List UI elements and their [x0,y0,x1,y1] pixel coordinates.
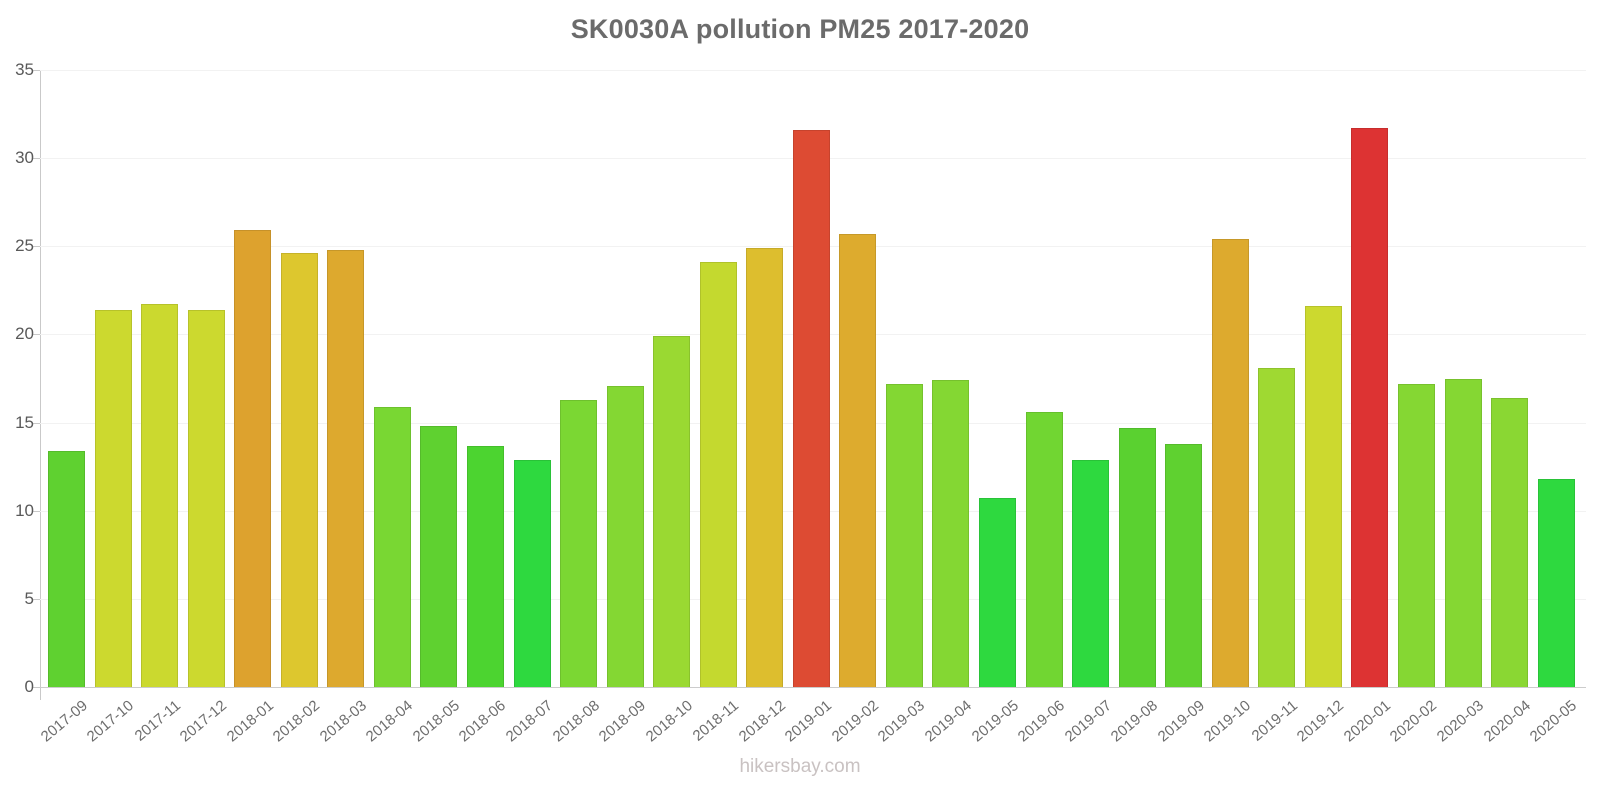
bar-2018-06[interactable] [466,445,504,687]
x-axis-label-2018-07: 2018-07 [502,697,556,746]
gridline-35 [40,70,1586,71]
bar-2018-07[interactable] [513,459,551,687]
x-axis-label-2020-04: 2020-04 [1480,697,1534,746]
x-axis-label-2019-10: 2019-10 [1201,697,1255,746]
x-axis-label-2019-09: 2019-09 [1154,697,1208,746]
bar-2018-04[interactable] [373,406,411,687]
y-axis-label-25: 25 [15,236,34,256]
bar-2020-01[interactable] [1351,128,1389,687]
y-tick-mark-5 [33,598,40,600]
bar-2020-03[interactable] [1444,378,1482,687]
y-axis-label-0: 0 [24,677,34,696]
x-axis-label-2018-02: 2018-02 [270,697,324,746]
bar-2018-12[interactable] [746,248,784,687]
y-axis-label-20: 20 [15,324,34,344]
x-axis-label-2019-03: 2019-03 [875,697,929,746]
bar-2019-12[interactable] [1304,306,1342,687]
bar-2018-08[interactable] [560,399,598,687]
bar-2019-08[interactable] [1118,427,1156,687]
bar-2019-03[interactable] [885,383,923,687]
x-axis-label-2018-04: 2018-04 [363,697,417,746]
y-tick-mark-25 [33,246,40,248]
bar-2019-10[interactable] [1211,239,1249,687]
y-tick-mark-30 [33,158,40,160]
bar-2020-02[interactable] [1397,383,1435,687]
bar-2017-10[interactable] [94,309,132,687]
x-axis-label-2018-01: 2018-01 [223,697,277,746]
x-axis-label-2018-10: 2018-10 [642,697,696,746]
x-axis-label-2020-03: 2020-03 [1433,697,1487,746]
bar-2019-01[interactable] [792,129,830,687]
x-axis-label-2019-11: 2019-11 [1248,697,1301,745]
x-axis-label-2017-10: 2017-10 [83,697,137,746]
x-axis-label-2019-02: 2019-02 [828,697,882,746]
y-tick-mark-35 [33,70,40,71]
bar-2017-09[interactable] [48,450,85,687]
y-axis-label-10: 10 [15,500,34,520]
bar-2019-06[interactable] [1025,412,1063,687]
bar-2018-11[interactable] [699,262,737,687]
y-tick-mark-0 [33,687,40,688]
bar-2018-03[interactable] [327,249,365,687]
x-axis-label-2018-12: 2018-12 [735,697,789,746]
bar-2019-07[interactable] [1072,459,1110,687]
y-axis-label-5: 5 [24,588,34,608]
y-axis-label-35: 35 [15,60,34,79]
x-axis-label-2017-12: 2017-12 [176,697,231,746]
bar-2019-04[interactable] [932,380,970,687]
bar-2018-01[interactable] [234,230,272,687]
x-axis-label-2020-02: 2020-02 [1387,697,1441,746]
bar-2019-05[interactable] [979,498,1016,687]
plot-area: 0 5 10 15 20 25 30 35 [15,60,1586,700]
x-axis-label-2019-12: 2019-12 [1294,697,1348,746]
bar-2019-11[interactable] [1258,367,1296,687]
bar-2020-05[interactable] [1537,478,1575,687]
bar-2018-10[interactable] [653,336,691,687]
bar-2018-05[interactable] [420,426,458,687]
x-axis-label-2019-06: 2019-06 [1014,697,1068,746]
x-axis-label-2018-03: 2018-03 [316,697,370,746]
bar-2020-04[interactable] [1491,397,1529,687]
y-axis-label-30: 30 [15,148,34,168]
bar-2018-02[interactable] [280,253,318,687]
x-axis-tick-labels: 2017-09 2017-10 2017-11 2017-12 2018-01 2018-… [37,687,1586,797]
x-axis-label-2019-05: 2019-05 [968,697,1022,746]
chart-title: SK0030A pollution PM25 2017-2020 [570,14,1030,44]
y-axis-label-15: 15 [15,412,34,432]
y-axis-line [40,70,41,700]
x-axis-label-2018-06: 2018-06 [456,697,510,746]
bar-2019-09[interactable] [1165,443,1203,687]
y-tick-mark-20 [33,334,40,336]
gridline-0 [40,687,1586,688]
bar-series [40,70,1586,687]
bar-2018-09[interactable] [606,385,644,687]
y-tick-mark-15 [33,422,40,424]
x-axis-label-2019-08: 2019-08 [1107,697,1162,746]
x-axis-label-2019-07: 2019-07 [1061,697,1115,746]
x-axis-label-2018-11: 2018-11 [689,697,743,745]
x-axis-label-2020-05: 2020-05 [1526,697,1581,746]
x-axis-label-2018-05: 2018-05 [409,697,463,746]
x-axis-label-2019-04: 2019-04 [921,697,975,746]
y-tick-mark-10 [33,510,40,512]
x-axis-label-2018-08: 2018-08 [549,697,603,746]
x-axis-label-2019-01: 2019-01 [782,697,836,746]
bar-2019-02[interactable] [839,233,877,687]
x-axis-label-2017-09: 2017-09 [37,697,91,746]
x-axis-label-2020-01: 2020-01 [1340,697,1394,746]
bar-2017-11[interactable] [141,304,179,687]
bar-2017-12[interactable] [187,309,225,687]
x-axis-label-2018-09: 2018-09 [595,697,650,746]
source-credit: hikersbay.com [739,756,861,777]
x-axis-label-2017-11: 2017-11 [131,697,184,745]
